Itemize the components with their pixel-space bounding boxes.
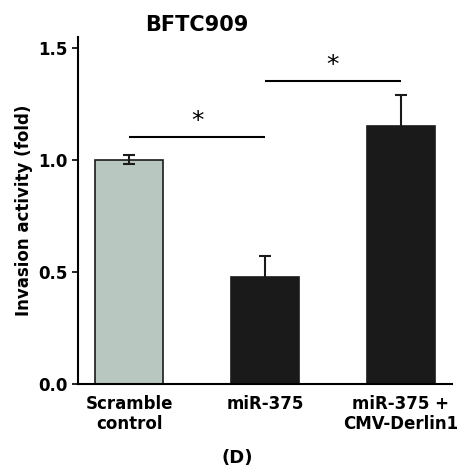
Bar — [95, 160, 163, 384]
Y-axis label: Invasion activity (fold): Invasion activity (fold) — [15, 105, 33, 316]
Bar — [367, 126, 435, 384]
Text: *: * — [191, 109, 203, 133]
Text: (D): (D) — [221, 449, 253, 467]
Text: *: * — [327, 53, 339, 77]
Bar — [231, 277, 299, 384]
Text: BFTC909: BFTC909 — [146, 15, 249, 35]
